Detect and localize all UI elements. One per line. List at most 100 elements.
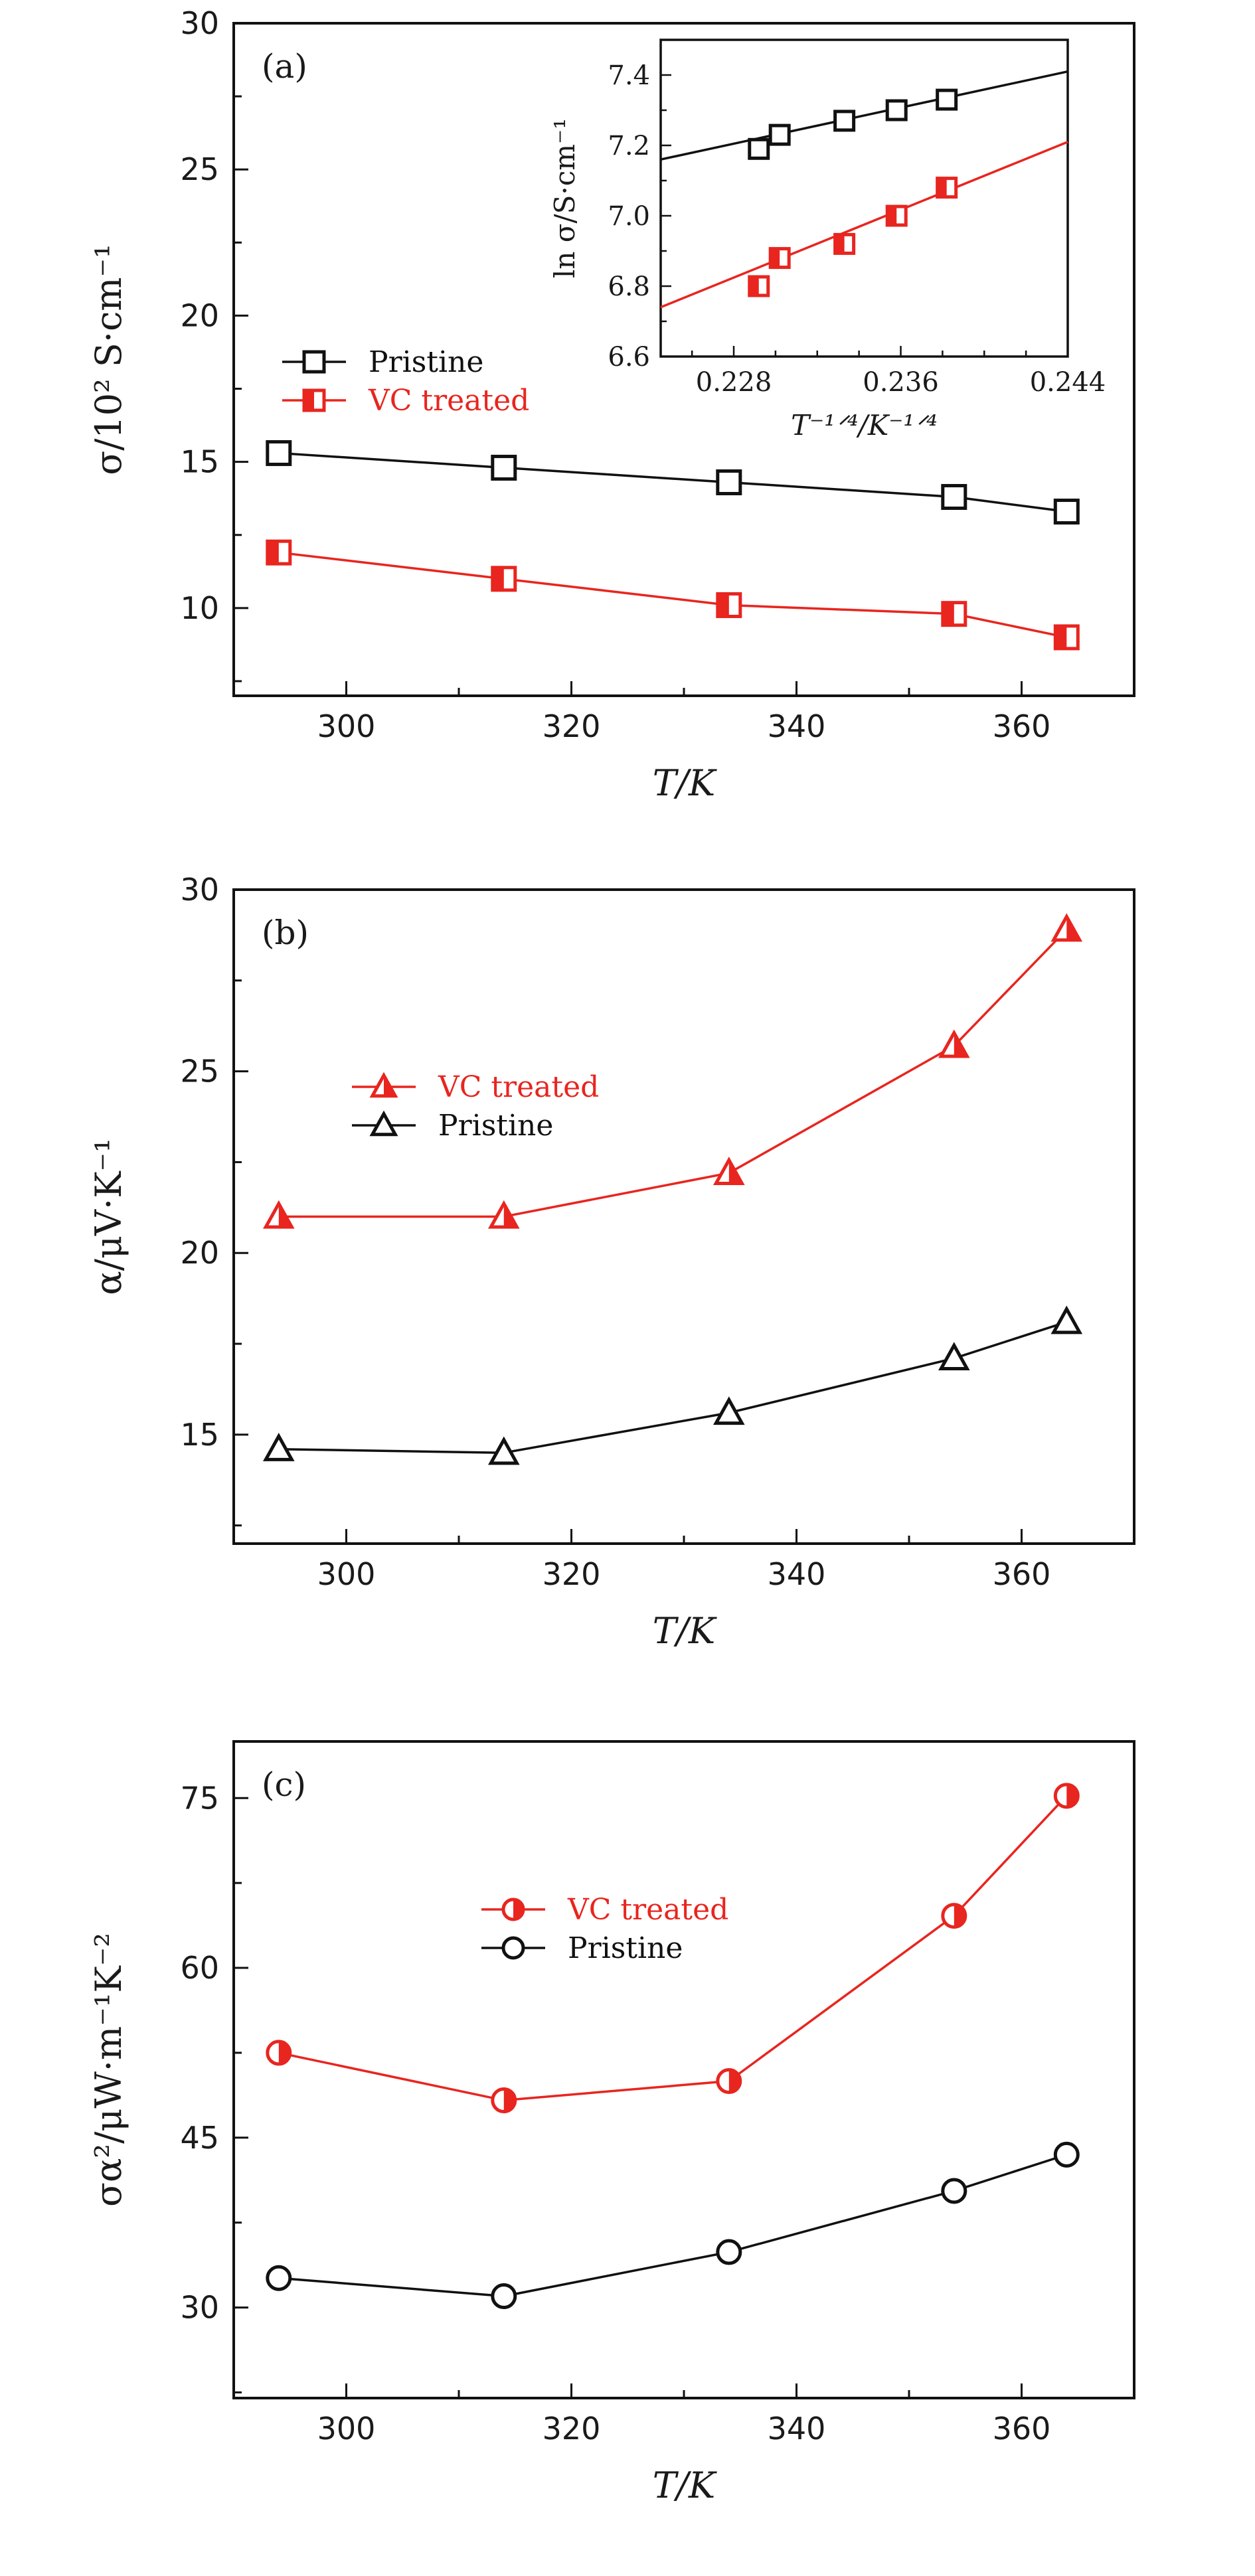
inset-x-tick-label: 0.236 <box>863 367 939 398</box>
y-tick-label: 25 <box>180 1054 219 1089</box>
inset-y-tick-label: 6.8 <box>608 272 650 302</box>
inset-fit-line <box>660 141 1068 309</box>
legend-entry: Pristine <box>282 345 483 379</box>
data-point <box>941 601 967 627</box>
series-line <box>278 2153 1067 2298</box>
data-point <box>938 1342 970 1371</box>
x-axis-title: T/K <box>653 762 717 804</box>
inset-data-point <box>768 247 791 270</box>
inset-data-point <box>833 110 856 132</box>
x-tick-label: 360 <box>993 1556 1051 1592</box>
legend-marker <box>369 1072 398 1098</box>
data-point <box>716 2239 742 2265</box>
panel-label: (b) <box>262 914 309 952</box>
data-point <box>266 2265 292 2291</box>
data-point <box>1053 499 1080 525</box>
data-point <box>491 566 517 592</box>
data-point <box>266 2040 292 2066</box>
legend-label: Pristine <box>568 1931 683 1965</box>
data-point <box>941 1903 967 1929</box>
legend-marker <box>302 350 326 374</box>
data-point <box>263 1433 295 1461</box>
x-tick-label: 340 <box>768 2411 826 2447</box>
inset-data-point <box>885 99 908 121</box>
x-tick-label: 320 <box>543 1556 601 1592</box>
inset-y-tick-label: 7.2 <box>608 131 650 161</box>
legend-entry: Pristine <box>481 1931 683 1965</box>
inset-y-axis-title: ln σ/S·cm⁻¹ <box>548 118 581 278</box>
data-point <box>266 539 292 566</box>
y-tick-label: 30 <box>180 872 219 908</box>
y-tick-label: 15 <box>180 1417 219 1453</box>
legend-label: VC treated <box>438 1070 599 1104</box>
series-line <box>278 1321 1067 1454</box>
inset-x-axis-title: T⁻¹ᐟ⁴/K⁻¹ᐟ⁴ <box>791 409 938 442</box>
x-tick-label: 360 <box>993 2411 1051 2447</box>
data-point <box>263 1200 295 1229</box>
panel-a: 300 320 340 360 10 15 20 25 30 T/K σ/10² S·cm⁻¹ (a)… <box>88 5 1135 804</box>
y-axis-title: σ/10² S·cm⁻¹ <box>88 244 129 475</box>
legend-marker <box>369 1110 398 1137</box>
x-tick-label: 320 <box>543 708 601 744</box>
legend-marker <box>501 1897 525 1921</box>
data-point <box>1053 2141 1080 2168</box>
x-axis-title: T/K <box>653 1610 717 1652</box>
data-point <box>716 2068 742 2095</box>
legend-label: Pristine <box>438 1109 553 1143</box>
data-point <box>1053 1783 1080 1809</box>
panel-b: 300 320 340 360 15 20 25 30 T/K α/μV·K⁻¹ (b) VC tre… <box>88 872 1135 1652</box>
panel-label: (c) <box>262 1765 306 1804</box>
data-point <box>1053 624 1080 651</box>
y-tick-label: 60 <box>180 1950 219 1986</box>
panel-c: 300 320 340 360 30 45 60 75 T/K σα²/μW·m⁻¹K⁻² (c) V… <box>88 1740 1135 2506</box>
series-line <box>278 928 1068 1218</box>
legend-entry: VC treated <box>352 1070 599 1104</box>
y-axis-title: α/μV·K⁻¹ <box>88 1138 129 1295</box>
data-point <box>941 484 967 511</box>
legend-marker <box>501 1936 525 1960</box>
y-tick-label: 25 <box>180 151 219 187</box>
inset-data-point <box>748 275 770 297</box>
data-point <box>941 2178 967 2204</box>
plot-frame <box>232 1740 1135 2399</box>
y-tick-label: 15 <box>180 444 219 480</box>
data-point <box>713 1157 745 1185</box>
x-axis-title: T/K <box>653 2464 717 2506</box>
inset-data-point <box>936 88 958 111</box>
legend-label: Pristine <box>369 345 483 379</box>
inset-data-point <box>885 204 908 227</box>
inset-data-point <box>748 137 770 160</box>
x-tick-label: 300 <box>317 708 376 744</box>
legend-label: VC treated <box>567 1893 728 1927</box>
inset-frame <box>659 39 1069 358</box>
data-point <box>1050 913 1083 942</box>
inset-y-tick-label: 7.0 <box>608 201 650 232</box>
inset-x-tick-label: 0.228 <box>696 367 772 398</box>
inset-x-tick-label: 0.244 <box>1030 367 1106 398</box>
y-axis-title: σα²/μW·m⁻¹K⁻² <box>88 1933 129 2207</box>
x-tick-label: 340 <box>768 1556 826 1592</box>
legend-entry: VC treated <box>481 1893 728 1927</box>
x-tick-label: 320 <box>543 2411 601 2447</box>
inset-data-point <box>833 232 856 255</box>
inset-data-point <box>768 123 791 146</box>
x-tick-label: 300 <box>317 2411 376 2447</box>
panel-label: (a) <box>262 47 307 86</box>
data-point <box>491 2087 517 2114</box>
inset-panel: 0.228 0.236 0.244 6.6 6.8 7.0 7.2 7.4 T⁻¹ᐟ⁴/K⁻¹ᐟ… <box>548 39 1106 442</box>
x-tick-label: 340 <box>768 708 826 744</box>
y-tick-label: 30 <box>180 5 219 41</box>
data-point <box>713 1396 745 1425</box>
y-tick-label: 30 <box>180 2290 219 2326</box>
data-point <box>716 592 742 618</box>
data-point <box>491 2283 517 2310</box>
data-point <box>488 1200 520 1229</box>
y-tick-label: 45 <box>180 2120 219 2156</box>
y-tick-label: 20 <box>180 1235 219 1271</box>
data-point <box>716 469 742 495</box>
y-tick-label: 10 <box>180 590 219 626</box>
data-point <box>266 440 292 466</box>
legend-marker <box>302 388 326 412</box>
